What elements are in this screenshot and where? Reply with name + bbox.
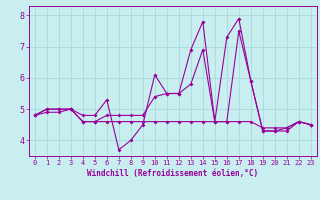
X-axis label: Windchill (Refroidissement éolien,°C): Windchill (Refroidissement éolien,°C) xyxy=(87,169,258,178)
